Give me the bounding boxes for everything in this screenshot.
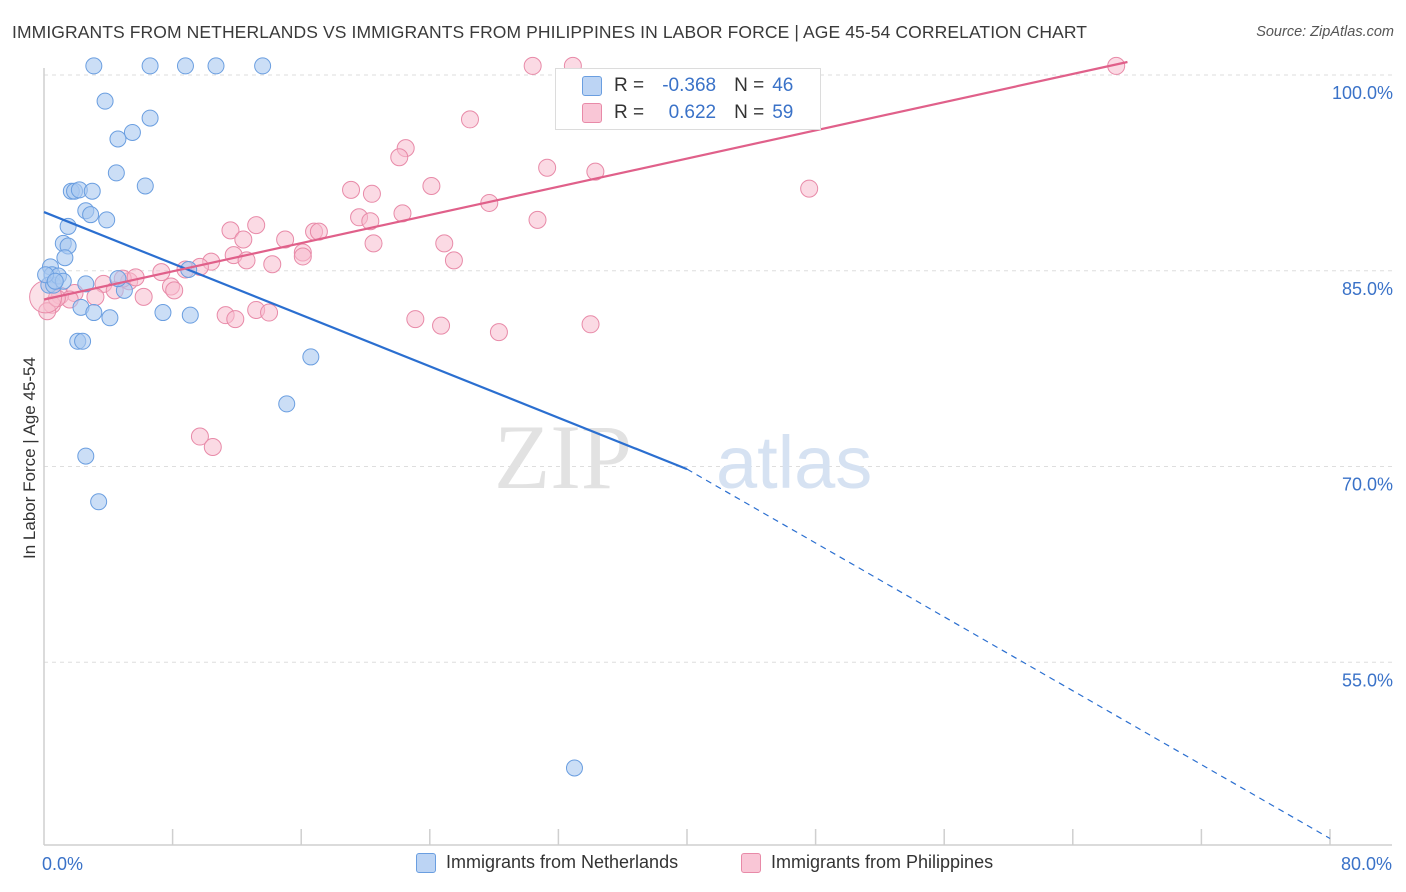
- philippines-point: [422, 176, 441, 195]
- philippines-point: [800, 179, 819, 198]
- philippines-point: [260, 303, 279, 322]
- netherlands-point: [181, 306, 199, 324]
- netherlands-point: [77, 275, 95, 293]
- philippines-point: [390, 148, 409, 167]
- netherlands-r-value: -0.368: [662, 75, 717, 96]
- n-label: N =: [734, 75, 765, 96]
- n-label: N =: [734, 102, 765, 123]
- philippines-point: [293, 247, 312, 266]
- netherlands-point: [109, 130, 127, 148]
- x-tick-label-min: 0.0%: [42, 854, 83, 874]
- philippines-point: [203, 437, 222, 456]
- netherlands-point: [141, 109, 159, 127]
- netherlands-point: [101, 309, 119, 327]
- legend-item-netherlands: Immigrants from Netherlands: [416, 852, 678, 873]
- philippines-point: [489, 323, 508, 342]
- stats-legend: R = -0.368 N = 46 R = 0.622 N = 59: [555, 68, 821, 130]
- axes: [43, 68, 1392, 846]
- netherlands-point: [90, 493, 108, 511]
- philippines-point: [276, 230, 295, 249]
- netherlands-point: [107, 164, 125, 182]
- netherlands-point: [56, 249, 74, 267]
- netherlands-point: [98, 211, 116, 229]
- chart-title: IMMIGRANTS FROM NETHERLANDS VS IMMIGRANT…: [12, 22, 1088, 42]
- philippines-trendline: [43, 60, 1128, 301]
- watermark-zip: ZIP: [494, 406, 632, 508]
- netherlands-point: [207, 57, 225, 75]
- philippines-n-value: 59: [772, 102, 794, 123]
- philippines-point: [435, 234, 454, 253]
- r-label: R =: [614, 75, 645, 96]
- y-tick-labels: 100.0% 85.0% 70.0% 55.0%: [1332, 83, 1393, 690]
- philippines-point: [586, 162, 605, 181]
- philippines-point: [444, 251, 463, 270]
- philippines-point: [263, 255, 282, 274]
- netherlands-point: [302, 348, 320, 366]
- x-tick-label-max: 80.0%: [1341, 854, 1392, 874]
- netherlands-swatch: [582, 76, 602, 96]
- netherlands-point: [74, 332, 92, 350]
- philippines-legend-label: Immigrants from Philippines: [771, 852, 994, 872]
- netherlands-point: [85, 57, 103, 75]
- legend-item-philippines: Immigrants from Philippines: [741, 852, 993, 873]
- netherlands-point: [176, 57, 194, 75]
- netherlands-points: [37, 57, 583, 777]
- y-tick-label: 100.0%: [1332, 83, 1393, 103]
- netherlands-point: [278, 395, 296, 413]
- philippines-point: [234, 230, 253, 249]
- philippines-point: [432, 316, 451, 335]
- y-tick-label: 70.0%: [1342, 475, 1393, 495]
- y-tick-label: 55.0%: [1342, 670, 1393, 690]
- philippines-point: [362, 184, 381, 203]
- netherlands-legend-swatch: [416, 852, 436, 873]
- netherlands-point: [82, 206, 100, 224]
- stats-row-netherlands: R = -0.368 N = 46: [582, 75, 793, 97]
- watermark-atlas: atlas: [716, 421, 872, 504]
- philippines-point: [523, 56, 542, 75]
- bottom-legend: Immigrants from Netherlands Immigrants f…: [0, 852, 1406, 878]
- philippines-point: [581, 315, 600, 334]
- netherlands-point: [85, 304, 103, 322]
- netherlands-point: [565, 759, 583, 777]
- philippines-point: [165, 281, 184, 300]
- netherlands-point: [46, 272, 64, 290]
- netherlands-point: [83, 182, 101, 200]
- netherlands-point: [96, 92, 114, 110]
- netherlands-trendline: [43, 211, 688, 471]
- philippines-point: [221, 221, 240, 240]
- netherlands-point: [254, 57, 272, 75]
- philippines-point: [134, 287, 153, 306]
- philippines-point: [342, 180, 361, 199]
- philippines-point: [460, 110, 479, 129]
- netherlands-point: [141, 57, 159, 75]
- philippines-point: [361, 212, 380, 231]
- gridlines: [44, 74, 1392, 663]
- philippines-point: [528, 210, 547, 229]
- stats-row-philippines: R = 0.622 N = 59: [582, 102, 793, 124]
- source-label: Source: ZipAtlas.com: [1256, 24, 1394, 40]
- netherlands-trendline-extension: [686, 468, 1331, 839]
- netherlands-point: [136, 177, 154, 195]
- trendlines: [43, 60, 1331, 839]
- netherlands-legend-label: Immigrants from Netherlands: [446, 852, 679, 872]
- netherlands-n-value: 46: [772, 75, 794, 96]
- netherlands-point: [154, 304, 172, 322]
- philippines-point: [190, 427, 209, 446]
- philippines-point: [247, 216, 266, 235]
- philippines-legend-swatch: [741, 852, 761, 873]
- philippines-point: [226, 310, 245, 329]
- r-label: R =: [614, 102, 645, 123]
- philippines-point: [406, 310, 425, 329]
- philippines-r-value: 0.622: [668, 102, 717, 123]
- netherlands-point: [77, 447, 95, 465]
- netherlands-point: [123, 123, 141, 141]
- philippines-swatch: [582, 103, 602, 123]
- philippines-point: [538, 158, 557, 177]
- philippines-point: [364, 234, 383, 253]
- y-tick-label: 85.0%: [1342, 279, 1393, 299]
